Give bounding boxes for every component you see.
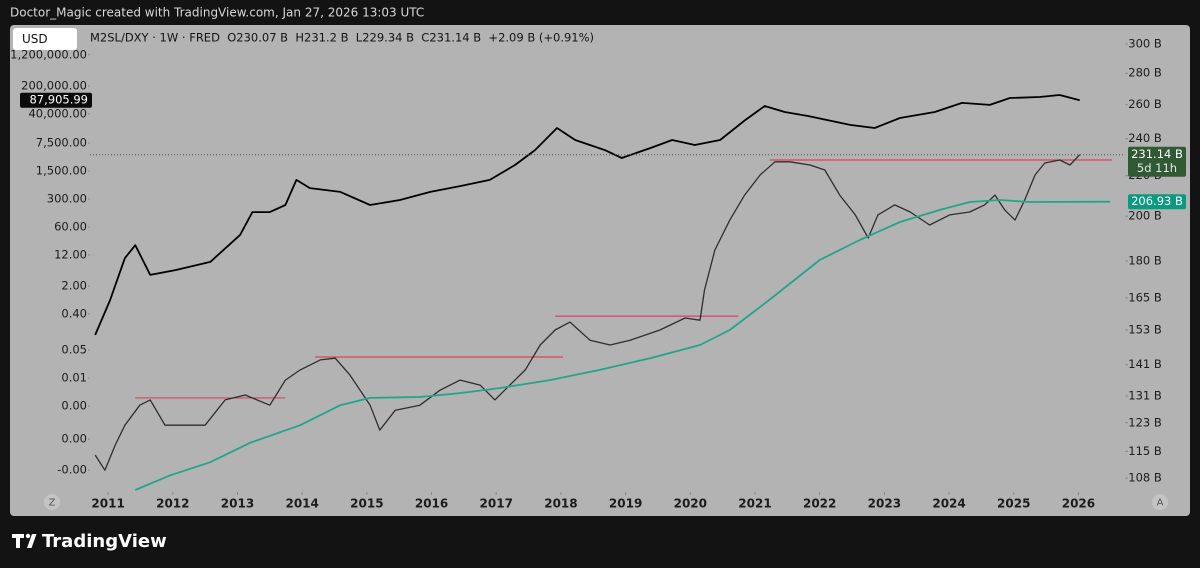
y2-tick-label: 180 B [1128,253,1162,267]
y-tick-label: 0.00 [61,432,87,446]
y-tick-label: 200,000.00 [21,78,87,92]
chart-panel [10,25,1190,516]
legend: M2SL/DXY · 1W · FRED O230.07 B H231.2 B … [90,31,594,45]
x-tick-label: 2024 [932,497,965,511]
plot [90,94,1125,491]
y-tick-label: 7,500.00 [36,136,87,150]
x-tick-label: 2016 [415,497,448,511]
countdown-label: 5d 11h [1137,161,1177,175]
x-tick-label: 2021 [738,497,771,511]
y-tick-label: 60.00 [54,219,87,233]
y-tick-label: -0.00 [57,463,87,477]
y2-tick-label: 123 B [1128,415,1162,429]
logo-v [27,534,37,548]
y2-tick-label: 131 B [1128,388,1162,402]
price-labels: 87,905.99 231.14 B5d 11h 206.93 B [20,92,1186,210]
y-tick-label: 0.01 [61,371,87,385]
x-tick-label: 2022 [803,497,836,511]
y2-tick-label: 200 B [1128,209,1162,223]
y2-tick-label: 300 B [1128,36,1162,50]
zoom-button[interactable] [44,494,60,510]
y2-tick-label: 115 B [1128,444,1162,458]
y-tick-label: 300.00 [47,191,87,205]
y-tick-label: 0.40 [61,307,87,321]
y-tick-label: 0.00 [61,399,87,413]
logo-dot [25,533,31,539]
y2-tick-label: 280 B [1128,66,1162,80]
y2-tick-label: 240 B [1128,131,1162,145]
auto-button[interactable] [1152,494,1168,510]
price-label: 206.93 B [1131,194,1183,208]
y-tick-label: 2.00 [61,279,87,293]
x-tick-label: 2011 [91,497,124,511]
x-tick-label: 2013 [221,497,254,511]
zoom-label[interactable]: Z [49,498,56,509]
price-label-box [20,92,92,108]
price-label-box [1128,194,1186,210]
y2-tick-label: 108 B [1128,471,1162,485]
x-tick-label: 2025 [997,497,1030,511]
x-tick-label: 2018 [544,497,577,511]
auto-label[interactable]: A [1157,498,1164,509]
x-tick-label: 2017 [480,497,513,511]
y-tick-label: 1,500.00 [36,163,87,177]
y-tick-label: 1,200,000.00 [10,47,87,61]
y-tick-label: 12.00 [54,247,87,261]
series-line [134,199,1111,491]
y2-tick-label: 141 B [1128,357,1162,371]
y2-tick-label: 165 B [1128,290,1162,304]
x-tick-label: 2026 [1062,497,1095,511]
currency-label[interactable]: USD [22,32,48,46]
series-line [94,154,1081,471]
x-tick-label: 2012 [156,497,189,511]
price-label-box [1128,146,1186,177]
series-line [94,94,1080,336]
y-tick-label: 0.05 [61,343,87,357]
y2-tick-label: 260 B [1128,97,1162,111]
brand: TradingView [42,531,167,552]
y-tick-label: 40,000.00 [28,106,87,120]
x-tick-label: 2014 [285,497,318,511]
y2-tick-label: 153 B [1128,323,1162,337]
x-tick-label: 2015 [350,497,383,511]
x-tick-label: 2020 [674,497,707,511]
currency-button[interactable] [13,28,77,50]
brand-logo [12,533,37,548]
price-label: 87,905.99 [29,93,88,107]
x-tick-label: 2023 [868,497,901,511]
axes: 2011 2012 2013 2014 2015 2016 2017 2018 2019 2020… [10,36,1162,510]
price-label: 231.14 B [1131,147,1183,161]
attribution: Doctor_Magic created with TradingView.co… [10,6,424,20]
x-tick-label: 2019 [609,497,642,511]
logo-t [12,534,24,548]
